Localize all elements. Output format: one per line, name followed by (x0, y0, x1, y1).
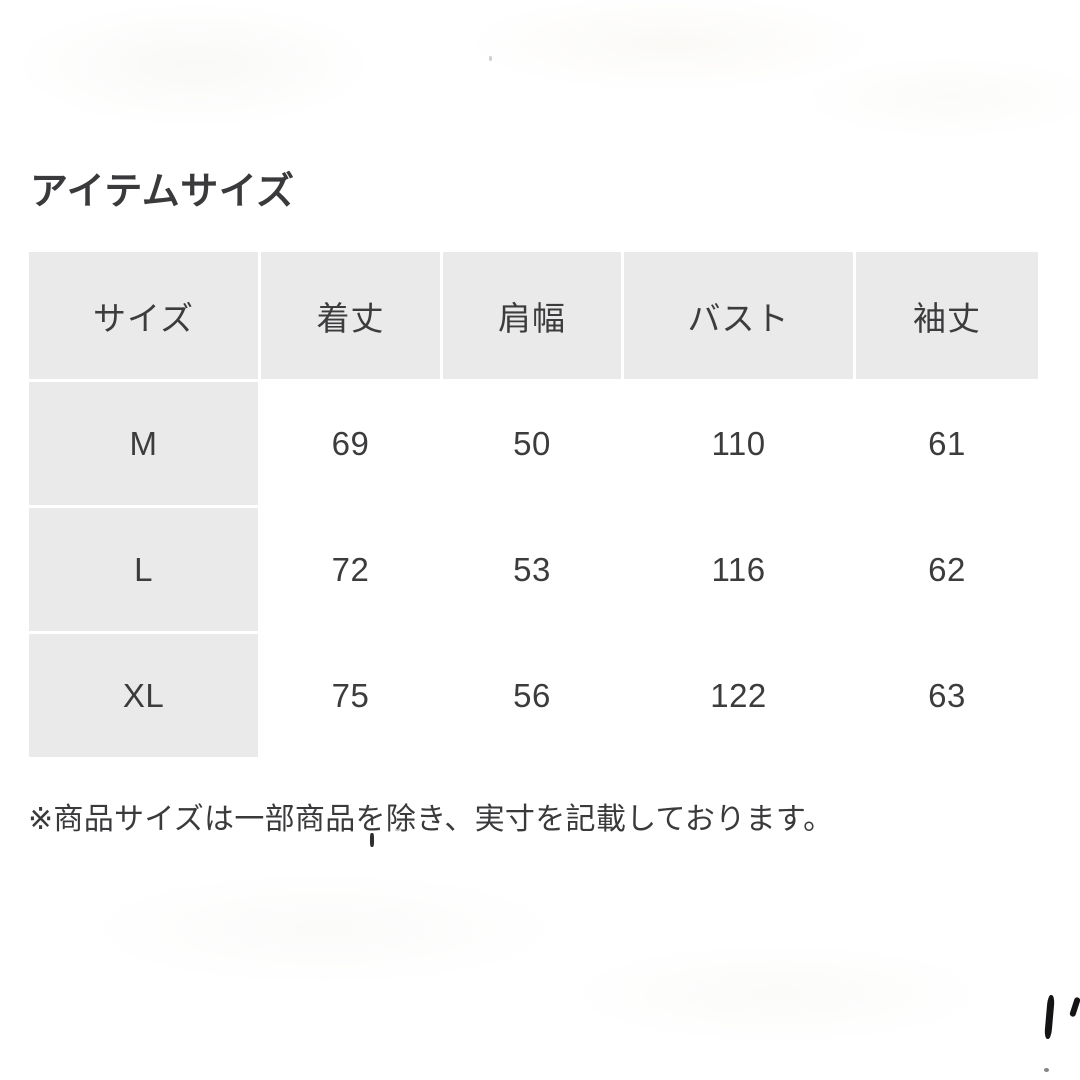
table-header-row: サイズ 着丈 肩幅 バスト 袖丈 (29, 252, 1038, 382)
cell-sleeve: 63 (856, 634, 1038, 757)
cropped-character-stroke-secondary (1069, 996, 1080, 1018)
size-table-header: サイズ 着丈 肩幅 バスト 袖丈 (29, 252, 1038, 382)
cropped-character-stroke (1044, 994, 1055, 1040)
cell-sleeve: 62 (856, 508, 1038, 634)
table-row: M 69 50 110 61 (29, 382, 1038, 508)
cell-shoulder: 53 (443, 508, 624, 634)
page-title: アイテムサイズ (30, 171, 295, 214)
column-header-size: サイズ (29, 252, 261, 382)
cell-length: 69 (261, 382, 443, 508)
column-header-length: 着丈 (261, 252, 443, 382)
scan-artifact-dot (1044, 1068, 1049, 1072)
size-table-body: M 69 50 110 61 L 72 53 116 62 XL 75 56 1… (29, 382, 1038, 757)
cell-bust: 122 (624, 634, 856, 757)
table-row: L 72 53 116 62 (29, 508, 1038, 634)
item-size-table: サイズ 着丈 肩幅 バスト 袖丈 M 69 50 110 61 L 72 53 … (29, 252, 1038, 757)
table-row: XL 75 56 122 63 (29, 634, 1038, 757)
column-header-bust: バスト (624, 252, 856, 382)
cell-length: 72 (261, 508, 443, 634)
scan-artifact-speck (489, 56, 492, 61)
cell-sleeve: 61 (856, 382, 1038, 508)
column-header-shoulder: 肩幅 (443, 252, 624, 382)
size-table-note: ※商品サイズは一部商品を除き、実寸を記載しております。 (28, 803, 834, 836)
cell-size-label: L (29, 508, 261, 634)
column-header-sleeve: 袖丈 (856, 252, 1038, 382)
cell-length: 75 (261, 634, 443, 757)
cell-shoulder: 56 (443, 634, 624, 757)
cell-bust: 116 (624, 508, 856, 634)
cell-size-label: XL (29, 634, 261, 757)
cell-size-label: M (29, 382, 261, 508)
cell-shoulder: 50 (443, 382, 624, 508)
cell-bust: 110 (624, 382, 856, 508)
